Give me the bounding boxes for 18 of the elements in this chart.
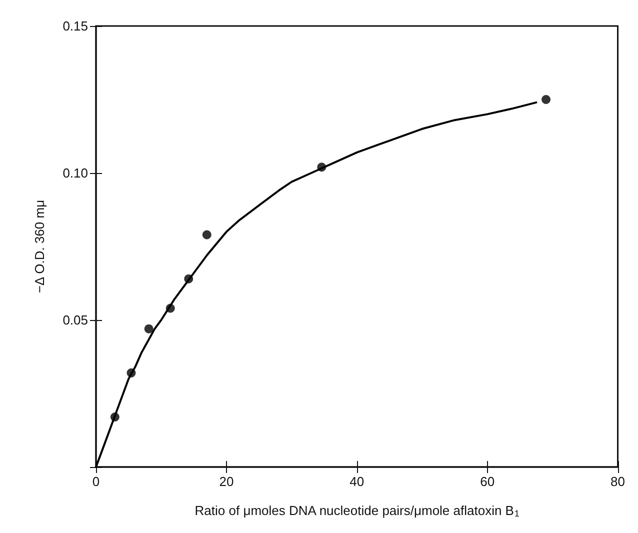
point	[166, 304, 175, 313]
point	[144, 324, 154, 334]
y-tick-label: 0.05	[62, 312, 88, 328]
x-tick-label: 60	[480, 474, 495, 489]
point	[317, 162, 326, 172]
x-tick-label: 20	[219, 474, 234, 489]
x-tick-label: 0	[92, 474, 100, 489]
point	[202, 230, 212, 240]
y-tick-label: 0.10	[62, 166, 88, 180]
line-series	[95, 101, 538, 468]
point	[542, 95, 551, 104]
x-tick-label: 80	[610, 474, 626, 489]
y-tick-label: 0.15	[62, 18, 88, 34]
point	[126, 368, 136, 378]
y-axis-title: −Δ O.D. 360 mμ	[32, 200, 47, 294]
point	[110, 412, 120, 422]
point	[184, 274, 194, 284]
x-tick-label: 40	[350, 474, 364, 489]
